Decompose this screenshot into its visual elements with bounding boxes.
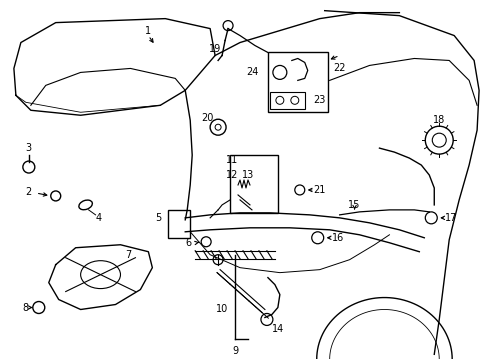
Text: 14: 14: [271, 324, 284, 334]
Text: 24: 24: [245, 67, 258, 77]
Text: 8: 8: [23, 302, 29, 312]
Bar: [267, 53, 327, 112]
Text: 15: 15: [347, 200, 360, 210]
Text: 21: 21: [313, 185, 325, 195]
Text: 13: 13: [242, 170, 254, 180]
Text: 17: 17: [444, 213, 456, 223]
Text: 7: 7: [125, 250, 131, 260]
Text: 4: 4: [95, 213, 102, 223]
Text: 3: 3: [26, 143, 32, 153]
Text: 20: 20: [201, 113, 213, 123]
Text: 11: 11: [225, 155, 238, 165]
Text: 6: 6: [185, 238, 191, 248]
Text: 19: 19: [208, 44, 221, 54]
Bar: [269, 92, 304, 109]
Text: 16: 16: [331, 233, 343, 243]
Text: 1: 1: [145, 26, 151, 36]
Text: 9: 9: [231, 346, 238, 356]
Text: 12: 12: [225, 170, 238, 180]
Text: 10: 10: [216, 305, 228, 315]
Text: 22: 22: [333, 63, 345, 73]
Text: 23: 23: [313, 95, 325, 105]
Text: 5: 5: [155, 213, 161, 223]
Text: 2: 2: [26, 187, 32, 197]
Bar: [229, 155, 277, 213]
Bar: [168, 210, 190, 238]
Text: 18: 18: [432, 115, 445, 125]
